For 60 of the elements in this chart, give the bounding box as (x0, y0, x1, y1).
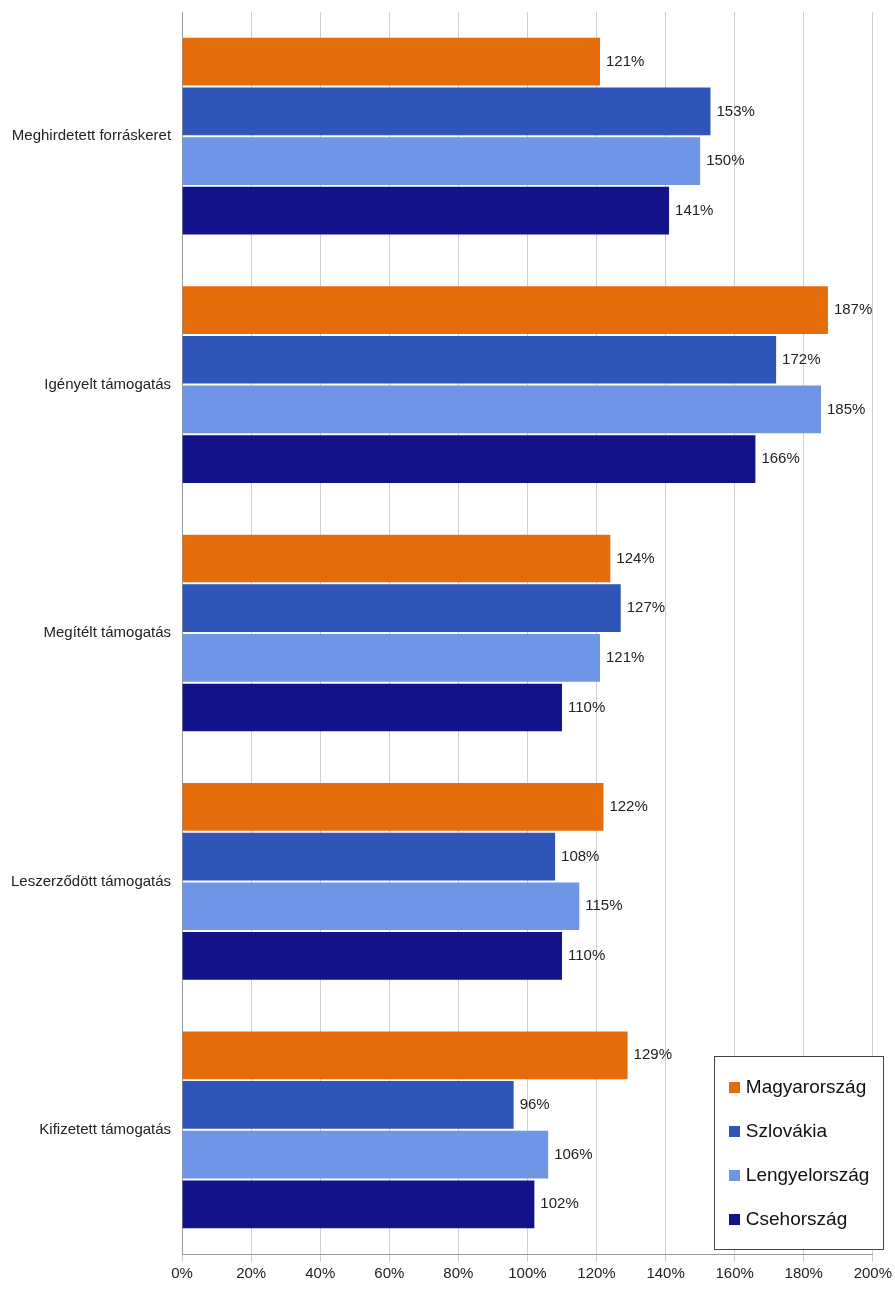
data-label: 108% (561, 846, 600, 864)
bar (182, 186, 670, 235)
bar (182, 683, 562, 732)
data-label: 122% (609, 797, 648, 815)
data-label: 141% (675, 200, 714, 218)
data-label: 96% (519, 1095, 550, 1113)
data-label: 127% (626, 598, 666, 616)
bar (182, 286, 828, 334)
x-tick-label: 40% (305, 1264, 336, 1282)
bar (182, 932, 562, 980)
bar (182, 37, 600, 86)
legend-label: Szlovákia (745, 1120, 828, 1142)
data-label: 106% (554, 1144, 593, 1162)
x-tick-label: 140% (646, 1264, 685, 1282)
bar (182, 1081, 514, 1129)
bar (182, 137, 701, 185)
x-tick-label: 100% (508, 1264, 547, 1282)
bar (182, 584, 621, 633)
bar (182, 832, 556, 881)
bar (182, 783, 604, 831)
legend-label: Magyarország (745, 1076, 867, 1098)
data-label: 124% (616, 548, 655, 566)
x-tick-label: 200% (853, 1264, 893, 1282)
x-tick-label: 60% (374, 1264, 405, 1282)
bar (182, 633, 600, 682)
y-tick-label: Meghirdetett forráskeret (11, 126, 172, 144)
data-label: 166% (761, 449, 800, 467)
y-tick-label: Igényelt támogatás (44, 374, 172, 392)
legend-label: Csehország (745, 1208, 848, 1230)
bar (182, 534, 611, 583)
data-label: 121% (605, 647, 645, 665)
y-tick-label: Kifizetett támogatás (39, 1119, 172, 1137)
data-label: 115% (585, 896, 623, 914)
x-tick-label: 80% (443, 1264, 474, 1282)
bar (182, 1130, 549, 1179)
data-label: 102% (540, 1194, 579, 1212)
data-label: 187% (833, 300, 873, 318)
bar (182, 87, 711, 136)
data-label: 172% (782, 349, 821, 367)
data-label: 150% (706, 151, 745, 169)
data-label: 153% (716, 101, 755, 119)
data-label: 110% (567, 946, 606, 964)
y-tick-label: Leszerződött támogatás (11, 871, 172, 889)
data-label: 110% (567, 697, 606, 715)
x-tick-label: 180% (784, 1264, 823, 1282)
x-tick-label: 0% (171, 1264, 193, 1282)
data-label: 185% (827, 399, 866, 417)
data-label: 121% (605, 51, 645, 69)
data-label: 129% (633, 1045, 672, 1063)
x-tick-label: 20% (236, 1264, 267, 1282)
legend-label: Lengyelország (745, 1164, 870, 1186)
bar (182, 882, 580, 931)
bar (182, 335, 777, 384)
bar (182, 1031, 628, 1080)
y-tick-label: Megítélt támogatás (43, 623, 172, 641)
bar (182, 385, 822, 434)
x-tick-label: 120% (577, 1264, 616, 1282)
bar (182, 1180, 535, 1229)
bar (182, 435, 756, 483)
x-tick-label: 160% (715, 1264, 754, 1282)
